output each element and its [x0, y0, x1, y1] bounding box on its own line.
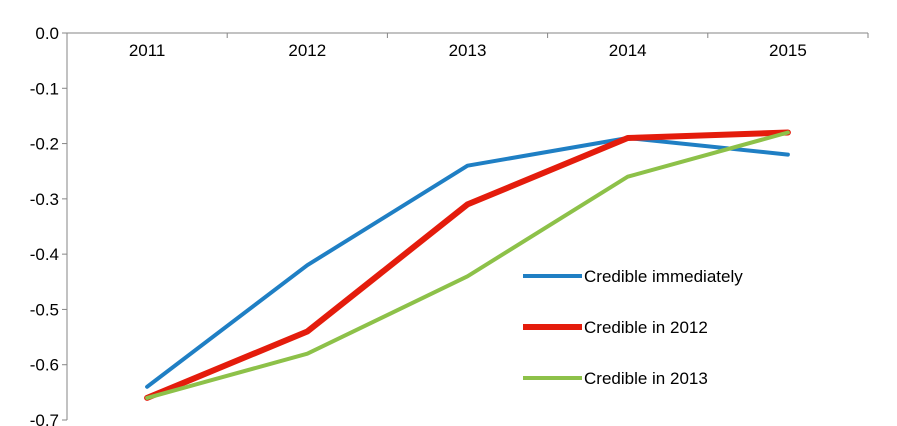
series-lines [144, 129, 791, 401]
x-tick-label: 2012 [288, 41, 326, 60]
y-tick-label: -0.5 [30, 300, 59, 319]
y-tick-label: -0.2 [30, 135, 59, 154]
y-tick-label: -0.1 [30, 79, 59, 98]
y-tick-label: -0.4 [30, 245, 59, 264]
y-axis: 0.0 -0.1 -0.2 -0.3 -0.4 -0.5 -0.6 -0.7 [30, 24, 68, 426]
x-tick-label: 2011 [129, 41, 166, 60]
x-tick-label: 2015 [769, 41, 807, 60]
y-tick-label: -0.3 [30, 190, 59, 209]
series-line [145, 136, 790, 389]
y-tick-label: 0.0 [35, 24, 59, 43]
series-line [144, 129, 791, 401]
legend: Credible immediately Credible in 2012 Cred… [523, 267, 743, 388]
legend-label: Credible in 2013 [584, 369, 708, 388]
x-axis: 2011 2012 2013 2014 2015 [66, 32, 869, 60]
x-tick-label: 2013 [449, 41, 487, 60]
legend-label: Credible immediately [584, 267, 743, 286]
y-tick-label: -0.6 [30, 356, 59, 375]
x-tick-label: 2014 [609, 41, 647, 60]
legend-label: Credible in 2012 [584, 318, 708, 337]
y-tick-label: -0.7 [30, 411, 59, 426]
series-line [145, 130, 790, 400]
